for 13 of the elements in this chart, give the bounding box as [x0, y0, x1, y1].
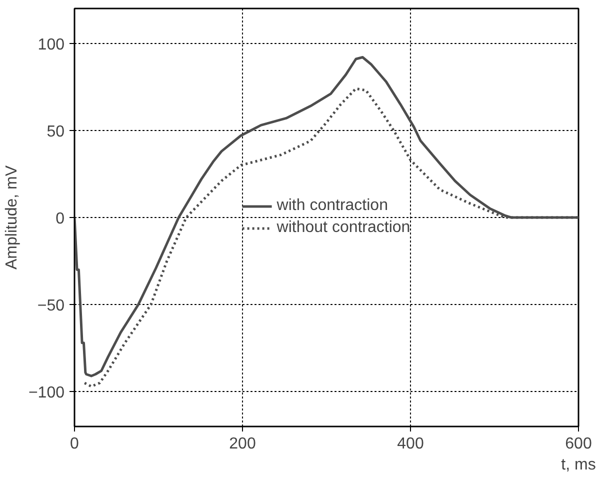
x-tick-label: 200: [229, 436, 256, 452]
y-tick-label: 0: [56, 210, 65, 228]
x-tick-label: 400: [397, 436, 424, 452]
x-tick-label: 0: [70, 436, 80, 452]
x-tick-label: 600: [565, 436, 592, 452]
y-tick-label: −50: [37, 298, 65, 315]
y-tick-label: 100: [38, 36, 65, 54]
y-tick-label: −100: [28, 384, 65, 402]
legend-label: without contraction: [276, 219, 410, 237]
y-tick-label: 50: [46, 123, 65, 140]
y-axis-title: Amplitude, mV: [3, 165, 20, 270]
legend-label: with contraction: [276, 197, 388, 215]
x-axis-title: t, ms: [561, 456, 596, 474]
